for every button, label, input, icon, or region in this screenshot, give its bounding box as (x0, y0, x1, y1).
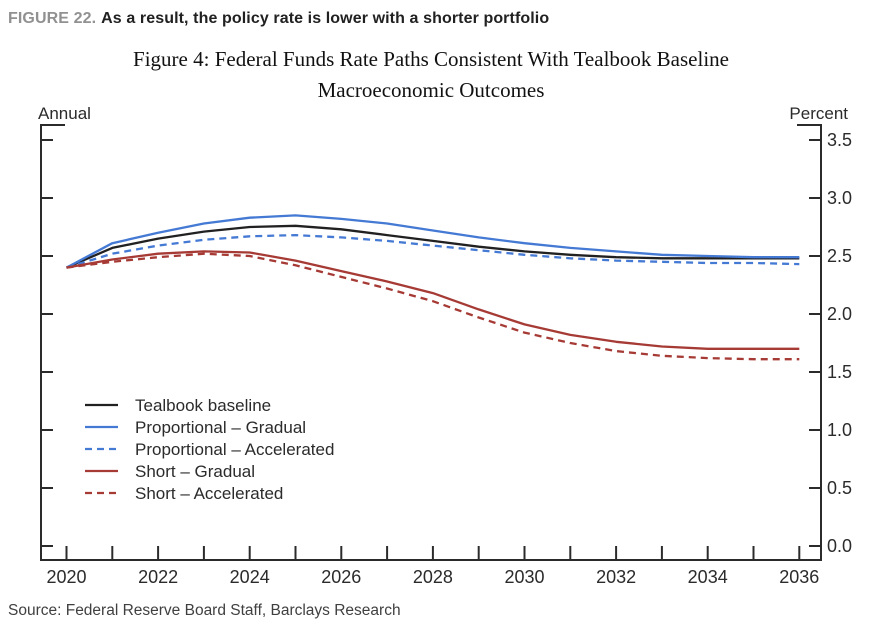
chart-title-line2: Macroeconomic Outcomes (317, 78, 545, 102)
right-axis-unit-label: Percent (789, 104, 848, 123)
y-tick-label: 1.5 (827, 362, 852, 382)
figure-header-title: As a result, the policy rate is lower wi… (101, 10, 550, 27)
x-tick-label: 2034 (688, 567, 728, 587)
figure-number-label: FIGURE 22. (8, 10, 97, 27)
legend-label-5: Short – Accelerated (135, 484, 283, 503)
y-tick-label: 0.0 (827, 536, 852, 556)
legend-label-2: Proportional – Gradual (135, 418, 306, 437)
series-line-3 (66, 233, 800, 269)
x-tick-label: 2032 (596, 567, 636, 587)
series-line-4 (66, 250, 800, 350)
y-tick-label: 3.5 (827, 130, 852, 150)
x-tick-label: 2020 (46, 567, 86, 587)
y-tick-label: 2.0 (827, 304, 852, 324)
y-tick-label: 3.0 (827, 188, 852, 208)
series-line-1 (66, 224, 800, 269)
chart-title-line1: Figure 4: Federal Funds Rate Paths Consi… (133, 47, 729, 71)
source-note: Source: Federal Reserve Board Staff, Bar… (8, 602, 401, 619)
figure-header: FIGURE 22. As a result, the policy rate i… (8, 8, 878, 29)
y-tick-label: 0.5 (827, 478, 852, 498)
x-tick-label: 2026 (321, 567, 361, 587)
x-tick-label: 2022 (138, 567, 178, 587)
x-tick-label: 2030 (504, 567, 544, 587)
left-axis-unit-label: Annual (38, 104, 91, 123)
legend-label-4: Short – Gradual (135, 462, 255, 481)
series-line-2 (65, 214, 800, 269)
chart-title: Figure 4: Federal Funds Rate Paths Consi… (0, 44, 862, 106)
x-tick-label: 2028 (413, 567, 453, 587)
series-line-5 (66, 252, 800, 361)
x-tick-label: 2036 (779, 567, 819, 587)
legend-label-3: Proportional – Accelerated (135, 440, 334, 459)
y-tick-label: 1.0 (827, 420, 852, 440)
y-tick-label: 2.5 (827, 246, 852, 266)
x-tick-label: 2024 (230, 567, 270, 587)
legend-label-1: Tealbook baseline (135, 396, 271, 415)
